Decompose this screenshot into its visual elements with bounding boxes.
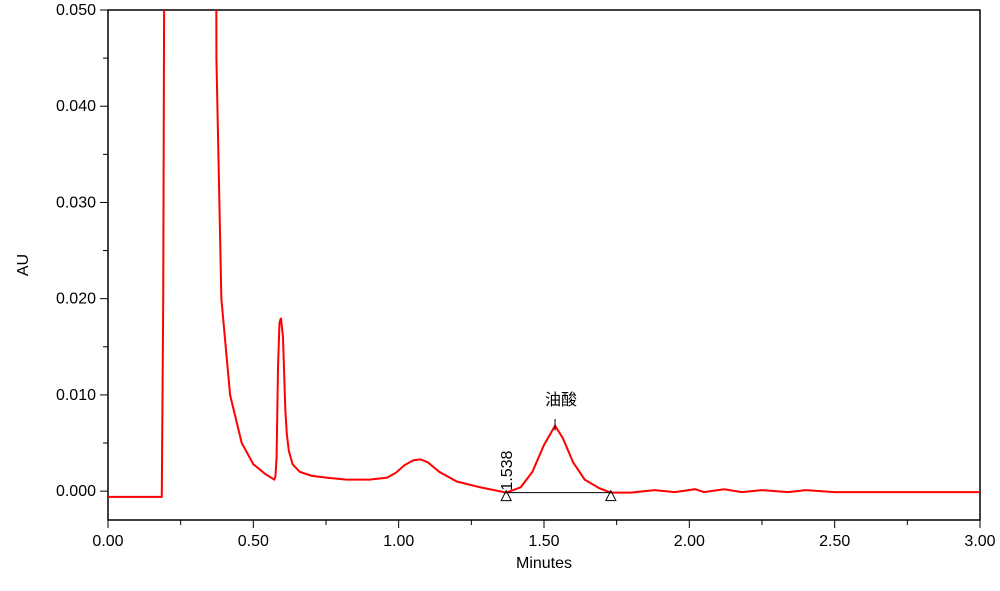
x-tick-label: 1.50 bbox=[528, 533, 559, 550]
x-tick-label: 2.00 bbox=[674, 533, 705, 550]
peak-retention-time: 1.538 bbox=[499, 450, 516, 490]
x-tick-label: 1.00 bbox=[383, 533, 414, 550]
y-tick-label: 0.000 bbox=[56, 483, 96, 500]
y-axis-label: AU bbox=[15, 254, 32, 276]
y-tick-label: 0.050 bbox=[56, 2, 96, 19]
x-axis-ticks: 0.00 0.50 1.00 1.50 2.00 2.50 3.00 bbox=[92, 520, 995, 550]
x-tick-label: 2.50 bbox=[819, 533, 850, 550]
y-tick-label: 0.010 bbox=[56, 387, 96, 404]
x-tick-label: 3.00 bbox=[964, 533, 995, 550]
x-axis-label: Minutes bbox=[516, 555, 572, 572]
y-axis-ticks: 0.000 0.010 0.020 0.030 0.040 0.050 bbox=[56, 2, 108, 500]
y-tick-label: 0.040 bbox=[56, 98, 96, 115]
peak-label: 油酸 bbox=[545, 391, 577, 409]
chromatogram-trace bbox=[108, 0, 980, 497]
chromatogram-chart: 0.000 0.010 0.020 0.030 0.040 0.050 0.00 0.50 1… bbox=[0, 0, 1000, 591]
y-tick-label: 0.030 bbox=[56, 194, 96, 211]
x-tick-label: 0.50 bbox=[238, 533, 269, 550]
y-tick-label: 0.020 bbox=[56, 291, 96, 308]
x-tick-label: 0.00 bbox=[92, 533, 123, 550]
